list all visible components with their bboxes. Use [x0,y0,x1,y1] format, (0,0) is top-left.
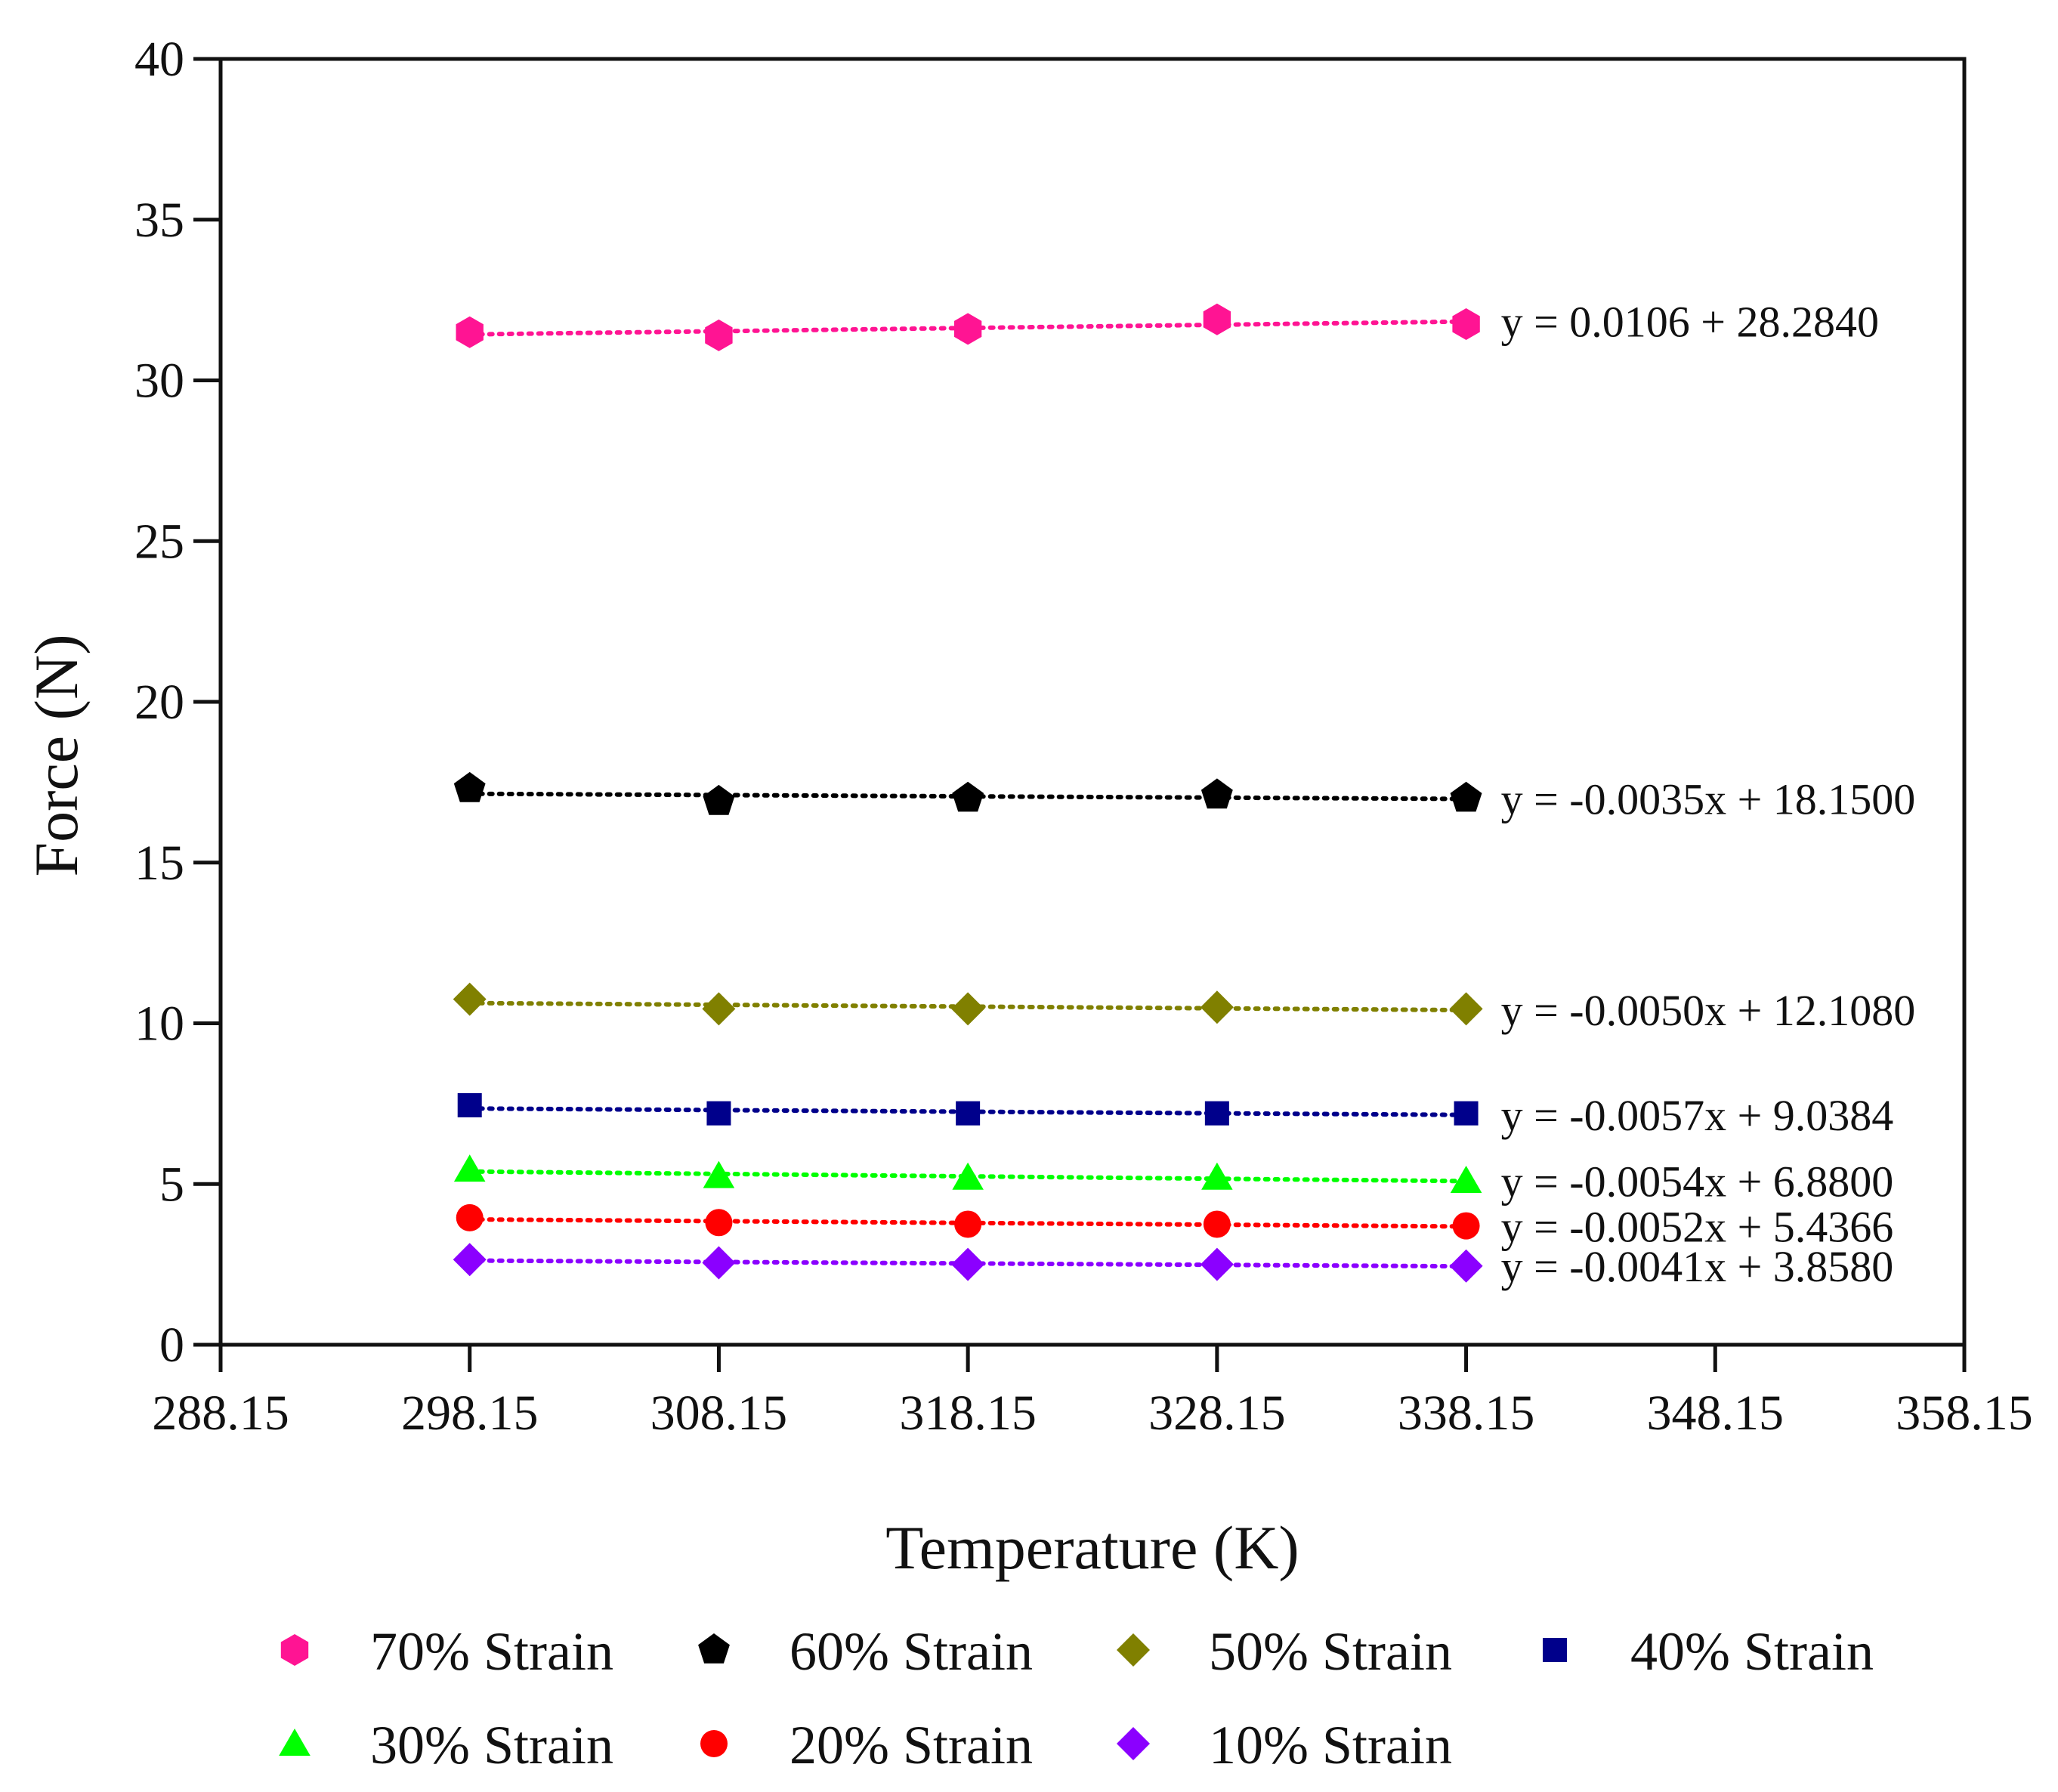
data-point [705,319,733,351]
trendline-50-strain [467,1000,1469,1013]
y-tick-label: 10 [134,996,184,1052]
trendline-equation: y = -0.0041x + 3.8580 [1501,1242,1894,1291]
y-axis-title: Force (N) [22,634,91,876]
trendline-20-strain [467,1217,1469,1229]
x-axis-title: Temperature (K) [885,1513,1299,1582]
plot-area-frame [218,57,1967,1347]
data-point [453,982,487,1016]
data-point [952,781,984,812]
data-point [453,1243,487,1277]
data-point [1452,1212,1480,1240]
legend-item: 60% Strain [698,1621,1033,1682]
y-tick-label: 5 [159,1157,184,1212]
trendline-equation: y = 0.0106 + 28.2840 [1501,298,1879,347]
data-point [951,992,985,1026]
data-point [1452,308,1480,340]
data-point [1454,1101,1479,1126]
legend-item: 40% Strain [1543,1621,1874,1682]
y-tick-label: 25 [134,514,184,569]
x-axis: 288.15 298.15 308.15 318.15 328.15 338.15 348.… [152,1345,2033,1441]
data-point [1204,1101,1229,1126]
data-point [1450,1166,1482,1193]
y-tick-label: 35 [134,193,184,248]
data-point [954,1210,982,1238]
trendline-30-strain [467,1169,1469,1184]
data-point [703,784,735,815]
data-point [1200,778,1233,809]
data-point [954,313,982,345]
data-point [453,771,486,802]
legend-item: 30% Strain [279,1715,613,1775]
y-tick-label: 30 [134,354,184,409]
legend-item: 50% Strain [1117,1621,1452,1682]
data-point [1201,1162,1233,1190]
data-point [457,1093,482,1118]
trendline-60-strain [467,791,1469,802]
legend-item: 20% Strain [700,1715,1033,1775]
legend-marker [279,1729,311,1756]
x-tick-label: 338.15 [1398,1386,1535,1441]
x-tick-label: 298.15 [401,1386,539,1441]
trendline-equations: y = 0.0106 + 28.2840 y = -0.0035x + 18.15… [1501,298,1916,1292]
data-point [705,1209,733,1237]
legend-marker [698,1633,730,1664]
data-points [453,303,1483,1283]
trendlines [467,319,1469,1269]
data-point [1203,1210,1231,1238]
trendline-equation: y = -0.0050x + 12.1080 [1501,986,1916,1035]
legend-label: 40% Strain [1630,1621,1874,1682]
y-tick-label: 40 [134,32,184,87]
data-point [453,1154,486,1182]
trendline-equation: y = -0.0054x + 6.8800 [1501,1157,1894,1206]
data-point [952,1162,984,1190]
legend-marker [280,1634,309,1666]
data-point [702,1246,736,1280]
trendline-40-strain [467,1106,1469,1117]
y-tick-label: 20 [134,675,184,730]
legend-label: 70% Strain [370,1621,613,1682]
data-point [706,1101,731,1126]
legend-marker [1117,1727,1150,1760]
legend-item: 70% Strain [280,1621,613,1682]
data-point [456,316,484,348]
trendline-70-strain [467,319,1469,337]
x-tick-label: 348.15 [1647,1386,1785,1441]
x-tick-label: 328.15 [1148,1386,1286,1441]
legend-item: 10% Strain [1117,1715,1452,1775]
y-axis: 0 5 10 15 20 25 30 35 40 [134,32,221,1373]
legend-marker [1117,1633,1150,1667]
data-point [702,992,736,1026]
data-point [1449,1249,1483,1283]
legend-label: 10% Strain [1209,1715,1452,1775]
data-point [703,1160,735,1188]
x-tick-label: 308.15 [650,1386,788,1441]
data-point [1450,781,1482,812]
data-point [956,1101,981,1126]
data-point [1200,990,1234,1024]
legend-marker [1543,1638,1567,1662]
data-point [456,1203,484,1231]
data-point [1449,992,1483,1026]
y-tick-label: 0 [159,1318,184,1373]
trendline-equation: y = -0.0052x + 5.4366 [1501,1202,1894,1251]
legend-marker [700,1730,728,1757]
legend-label: 50% Strain [1209,1621,1452,1682]
trendline-equation: y = -0.0057x + 9.0384 [1501,1091,1894,1140]
legend-label: 60% Strain [790,1621,1033,1682]
legend: 70% Strain 60% Strain 50% Strain 40% Strain… [279,1621,1874,1775]
trendline-equation: y = -0.0035x + 18.1500 [1501,775,1916,824]
legend-label: 20% Strain [790,1715,1033,1775]
trendline-10-strain [467,1258,1469,1269]
data-point [951,1247,985,1281]
x-tick-label: 288.15 [152,1386,289,1441]
data-point [1203,303,1231,335]
data-point [1200,1247,1234,1281]
x-tick-label: 318.15 [899,1386,1037,1441]
legend-label: 30% Strain [370,1715,613,1775]
x-tick-label: 358.15 [1896,1386,2033,1441]
y-tick-label: 15 [134,836,184,891]
